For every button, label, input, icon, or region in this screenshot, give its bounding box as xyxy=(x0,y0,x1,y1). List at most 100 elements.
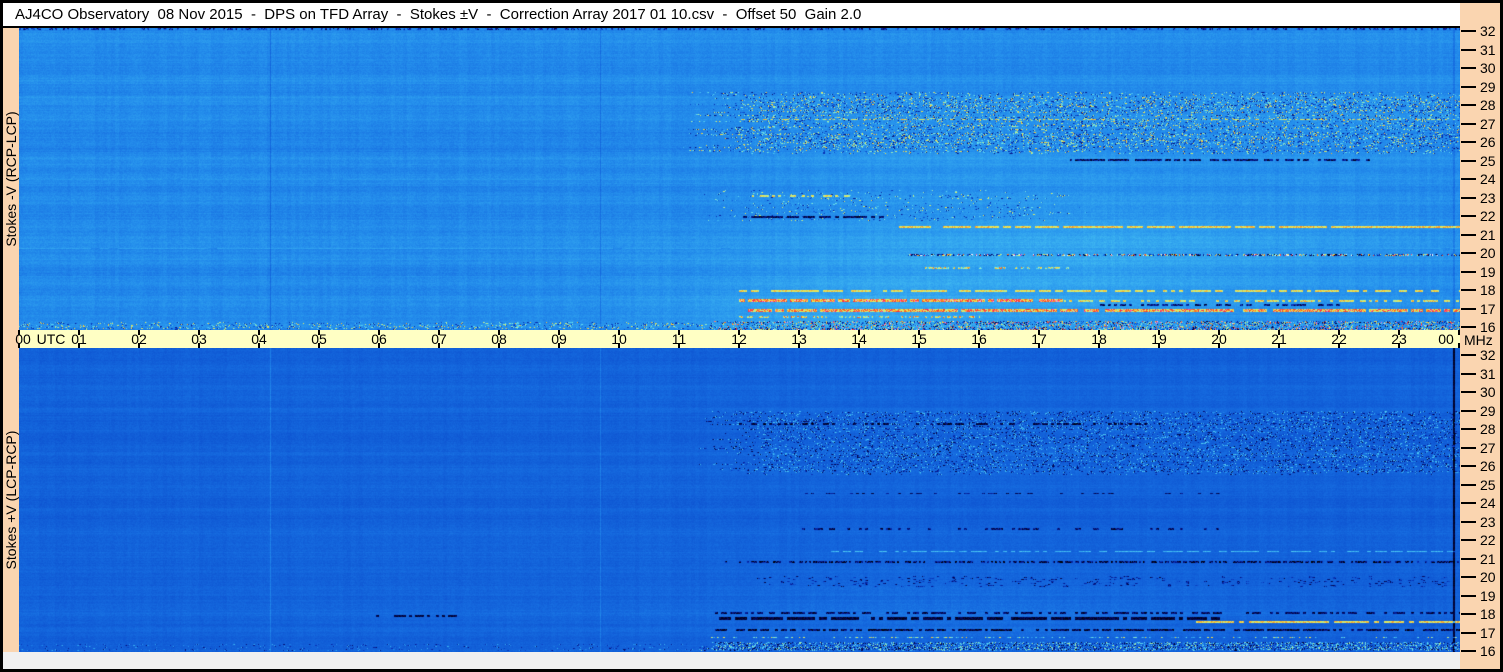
hour-tick xyxy=(1098,343,1100,348)
hour-tick xyxy=(978,343,980,348)
hour-tick xyxy=(378,343,380,348)
hour-tick xyxy=(498,343,500,348)
hour-tick xyxy=(1218,343,1220,348)
hour-tick xyxy=(438,343,440,348)
freq-tick xyxy=(1461,49,1476,51)
hour-tick xyxy=(78,343,80,348)
freq-tick xyxy=(1461,141,1476,143)
freq-label: 16 xyxy=(1480,643,1496,659)
freq-tick xyxy=(1461,391,1476,393)
freq-label: 23 xyxy=(1480,190,1496,206)
hour-label: 00 xyxy=(15,331,31,347)
freq-tick xyxy=(1461,252,1476,254)
freq-label: 21 xyxy=(1480,227,1496,243)
freq-tick xyxy=(1461,178,1476,180)
hour-tick xyxy=(198,343,200,348)
freq-tick xyxy=(1461,86,1476,88)
hour-tick xyxy=(498,330,500,335)
freq-label: 22 xyxy=(1480,532,1496,548)
hour-tick xyxy=(1458,343,1460,348)
freq-label: 25 xyxy=(1480,477,1496,493)
freq-tick xyxy=(1461,289,1476,291)
hour-tick xyxy=(1338,343,1340,348)
freq-tick xyxy=(1461,215,1476,217)
freq-tick xyxy=(1461,123,1476,125)
freq-label: 31 xyxy=(1480,366,1496,382)
hour-tick xyxy=(1278,343,1280,348)
freq-tick xyxy=(1461,539,1476,541)
hour-label: 00 xyxy=(1438,331,1454,347)
freq-tick xyxy=(1461,354,1476,356)
hour-tick xyxy=(318,330,320,335)
hour-tick xyxy=(138,343,140,348)
hour-tick xyxy=(918,343,920,348)
hour-tick xyxy=(678,343,680,348)
hour-tick xyxy=(618,343,620,348)
freq-tick xyxy=(1461,632,1476,634)
hour-label: 04 xyxy=(251,331,267,347)
hour-tick xyxy=(378,330,380,335)
hour-tick xyxy=(318,343,320,348)
hour-tick xyxy=(138,330,140,335)
hour-label: 13 xyxy=(791,331,807,347)
hour-tick xyxy=(1098,330,1100,335)
freq-tick xyxy=(1461,326,1476,328)
freq-label: 20 xyxy=(1480,245,1496,261)
freq-label: 27 xyxy=(1480,440,1496,456)
freq-label: 20 xyxy=(1480,569,1496,585)
freq-tick xyxy=(1461,271,1476,273)
freq-tick xyxy=(1461,484,1476,486)
freq-tick xyxy=(1461,30,1476,32)
hour-label: 20 xyxy=(1211,331,1227,347)
stokes-minus-v-spectrogram xyxy=(19,28,1460,330)
hour-tick xyxy=(798,343,800,348)
freq-tick xyxy=(1461,521,1476,523)
freq-tick xyxy=(1461,576,1476,578)
freq-tick xyxy=(1461,104,1476,106)
hour-tick xyxy=(1038,330,1040,335)
hour-tick xyxy=(798,330,800,335)
hour-tick xyxy=(1158,343,1160,348)
freq-label: 26 xyxy=(1480,458,1496,474)
freq-tick xyxy=(1461,613,1476,615)
hour-tick xyxy=(18,343,20,348)
hour-label: 14 xyxy=(851,331,867,347)
hour-label: 05 xyxy=(311,331,327,347)
freq-label: 29 xyxy=(1480,403,1496,419)
left-axis-label-stokes-minus-v: Stokes -V (RCP-LCP) xyxy=(3,111,19,247)
stokes-plus-v-spectrogram xyxy=(19,348,1460,652)
freq-label: 24 xyxy=(1480,171,1496,187)
freq-label: 29 xyxy=(1480,79,1496,95)
hour-tick xyxy=(258,343,260,348)
hour-tick xyxy=(1218,330,1220,335)
title-bar: AJ4CO Observatory 08 Nov 2015 - DPS on T… xyxy=(3,3,1460,28)
freq-tick xyxy=(1461,373,1476,375)
freq-label: 28 xyxy=(1480,97,1496,113)
hour-tick xyxy=(1158,330,1160,335)
mhz-label: MHz xyxy=(1464,332,1493,348)
hour-label: 03 xyxy=(191,331,207,347)
freq-label: 17 xyxy=(1480,301,1496,317)
freq-label: 22 xyxy=(1480,208,1496,224)
hour-tick xyxy=(1038,343,1040,348)
freq-label: 16 xyxy=(1480,319,1496,335)
freq-tick xyxy=(1461,447,1476,449)
freq-tick xyxy=(1461,595,1476,597)
freq-label: 27 xyxy=(1480,116,1496,132)
hour-tick xyxy=(978,330,980,335)
hour-tick xyxy=(18,330,20,335)
freq-label: 21 xyxy=(1480,551,1496,567)
freq-tick xyxy=(1461,234,1476,236)
hour-label: 07 xyxy=(431,331,447,347)
freq-label: 28 xyxy=(1480,421,1496,437)
hour-tick xyxy=(738,343,740,348)
hour-label: 17 xyxy=(1031,331,1047,347)
freq-label: 23 xyxy=(1480,514,1496,530)
freq-label: 26 xyxy=(1480,134,1496,150)
hour-tick xyxy=(1338,330,1340,335)
freq-label: 17 xyxy=(1480,625,1496,641)
hour-tick xyxy=(78,330,80,335)
hour-label: 21 xyxy=(1271,331,1287,347)
freq-tick xyxy=(1461,558,1476,560)
hour-tick xyxy=(618,330,620,335)
